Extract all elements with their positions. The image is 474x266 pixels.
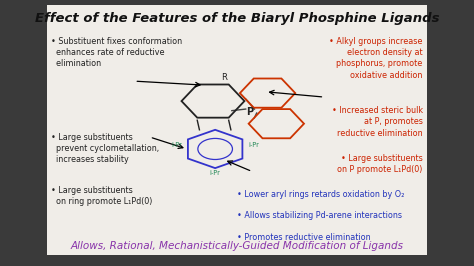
Text: P: P bbox=[246, 107, 254, 117]
Text: • Allows stabilizing Pd-arene interactions: • Allows stabilizing Pd-arene interactio… bbox=[237, 211, 402, 221]
Text: • Increased steric bulk
  at P, promotes
  reductive elimination: • Increased steric bulk at P, promotes r… bbox=[331, 106, 423, 138]
FancyBboxPatch shape bbox=[47, 5, 427, 255]
Text: • Large substituents
  prevent cyclometallation,
  increases stability: • Large substituents prevent cyclometall… bbox=[51, 133, 159, 164]
Text: • Promotes reductive elimination: • Promotes reductive elimination bbox=[237, 233, 371, 242]
Text: R: R bbox=[221, 73, 227, 82]
Text: • Large substituents
  on P promote L₁Pd(0): • Large substituents on P promote L₁Pd(0… bbox=[332, 154, 423, 174]
Text: i-Pr: i-Pr bbox=[210, 170, 220, 176]
Text: • Substituent fixes conformation
  enhances rate of reductive
  elimination: • Substituent fixes conformation enhance… bbox=[51, 37, 182, 68]
Text: • Lower aryl rings retards oxidation by O₂: • Lower aryl rings retards oxidation by … bbox=[237, 190, 404, 199]
Text: i-Pr: i-Pr bbox=[171, 142, 182, 148]
Text: Allows, Rational, Mechanistically-Guided Modification of Ligands: Allows, Rational, Mechanistically-Guided… bbox=[71, 241, 403, 251]
Text: • Alkyl groups increase
  electron density at
  phosphorus, promote
  oxidative : • Alkyl groups increase electron density… bbox=[329, 37, 423, 80]
Text: • Large substituents
  on ring promote L₁Pd(0): • Large substituents on ring promote L₁P… bbox=[51, 186, 153, 206]
Text: i-Pr: i-Pr bbox=[248, 142, 259, 148]
Text: Effect of the Features of the Biaryl Phosphine Ligands: Effect of the Features of the Biaryl Pho… bbox=[35, 12, 439, 25]
